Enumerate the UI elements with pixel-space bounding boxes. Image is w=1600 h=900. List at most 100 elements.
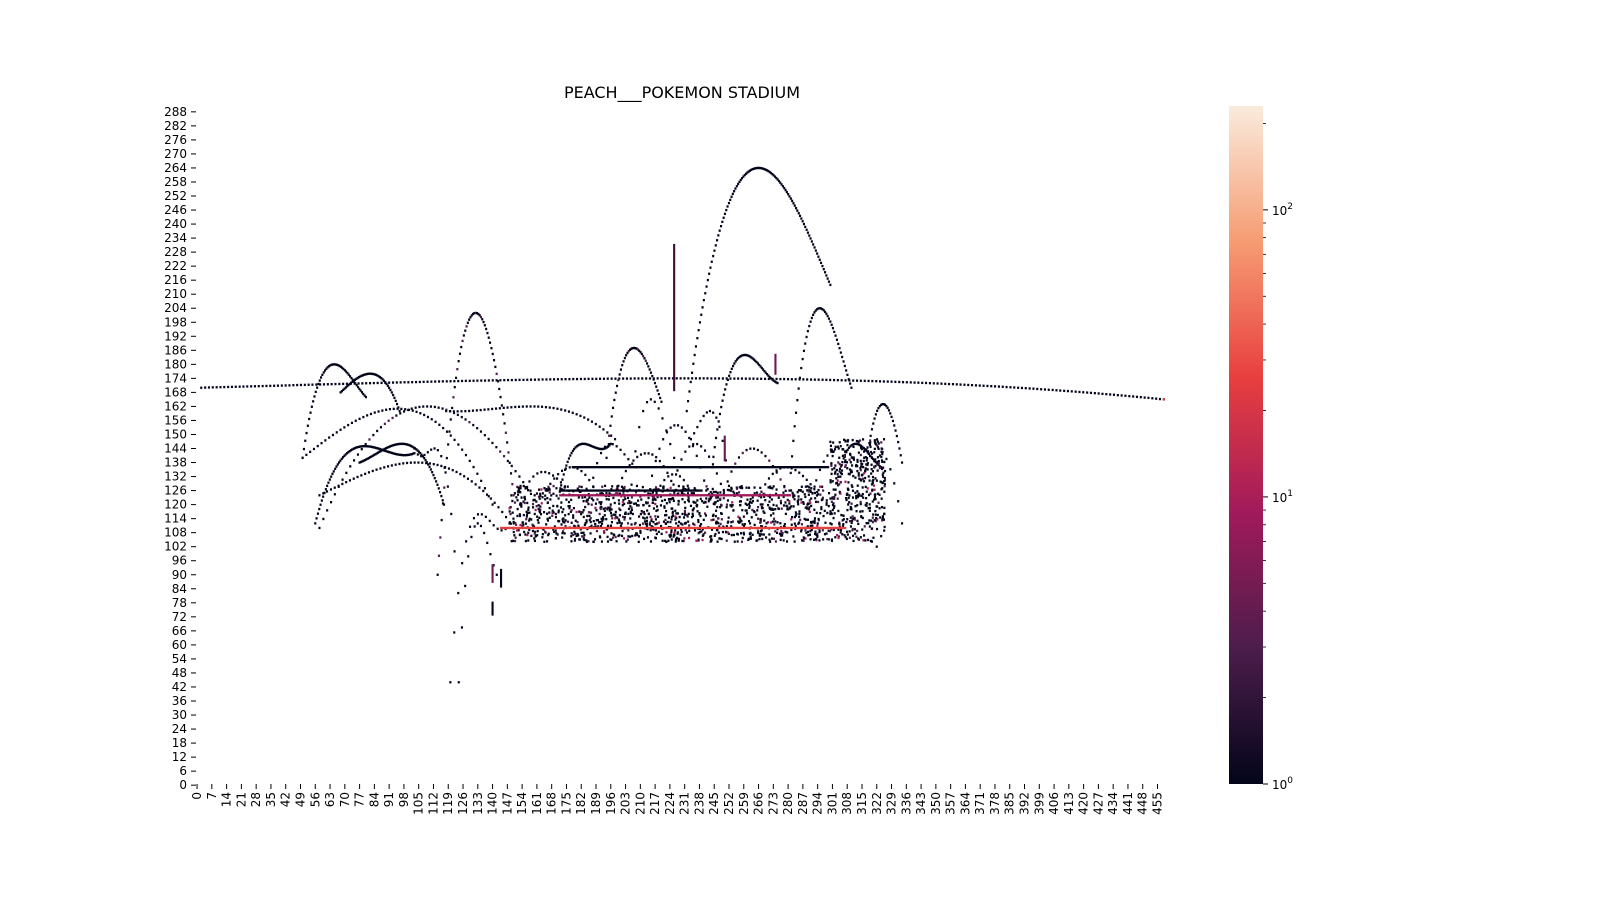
heatmap-cell	[872, 479, 875, 482]
heatmap-cell	[438, 423, 441, 426]
heatmap-cell	[813, 519, 816, 522]
heatmap-cell	[518, 490, 521, 494]
heatmap-cell	[568, 507, 571, 510]
heatmap-cell	[433, 447, 436, 450]
heatmap-cell	[426, 451, 429, 454]
heatmap-cell	[583, 442, 586, 446]
heatmap-cell	[936, 382, 939, 385]
heatmap-cell	[752, 358, 756, 361]
heatmap-cell	[809, 490, 812, 493]
heatmap-cell	[379, 450, 382, 453]
heatmap-cell	[750, 356, 753, 359]
heatmap-cell	[808, 486, 811, 489]
heatmap-cell	[361, 460, 364, 463]
heatmap-cell	[687, 512, 690, 516]
heatmap-cell	[402, 442, 405, 446]
heatmap-cell	[512, 517, 515, 520]
heatmap-cell	[807, 534, 810, 537]
heatmap-cell	[874, 513, 877, 516]
heatmap-cell	[682, 485, 685, 489]
heatmap-cell	[491, 352, 494, 356]
x-tick-label: 301	[825, 792, 839, 815]
heatmap-cell	[793, 425, 796, 428]
heatmap-cell	[944, 382, 947, 386]
heatmap-cell	[498, 387, 501, 391]
heatmap-cell	[818, 539, 821, 542]
heatmap-cell	[706, 505, 709, 508]
heatmap-cell	[638, 523, 642, 527]
heatmap-cell	[880, 481, 883, 484]
heatmap-cell	[598, 425, 601, 428]
y-tick-label: 48	[172, 666, 187, 680]
heatmap-cell	[687, 497, 690, 500]
heatmap-cell	[607, 443, 610, 446]
heatmap-cell	[836, 534, 839, 537]
heatmap-cell	[881, 473, 884, 476]
heatmap-cell	[552, 528, 555, 531]
heatmap-cell	[741, 536, 744, 540]
trajectory-arc	[626, 398, 676, 530]
heatmap-cell	[783, 485, 786, 488]
heatmap-cell	[666, 520, 669, 524]
heatmap-cell	[844, 459, 847, 462]
heatmap-cell	[844, 439, 847, 442]
heatmap-cell	[849, 445, 852, 448]
heatmap-cell	[798, 471, 801, 474]
heatmap-cell	[691, 514, 695, 517]
heatmap-cell	[603, 531, 606, 534]
heatmap-cell	[870, 519, 873, 522]
heatmap-cell	[400, 442, 403, 446]
heatmap-cell	[868, 519, 871, 522]
heatmap-cell	[584, 505, 587, 509]
heatmap-cell	[707, 500, 710, 503]
heatmap-cell	[340, 390, 344, 393]
x-tick-label: 203	[619, 792, 633, 815]
heatmap-cell	[616, 516, 619, 519]
heatmap-cell	[754, 359, 757, 362]
heatmap-cell	[354, 419, 357, 422]
trajectory-arc	[554, 442, 612, 516]
heatmap-cell	[351, 448, 354, 451]
heatmap-cell	[730, 533, 733, 537]
heatmap-cell	[578, 538, 581, 541]
heatmap-cell	[684, 521, 687, 525]
heatmap-cell	[655, 456, 658, 459]
heatmap-cell	[883, 525, 886, 529]
heatmap-cell	[766, 373, 769, 376]
heatmap-cell	[491, 503, 494, 506]
heatmap-cell	[442, 426, 445, 430]
heatmap-cell	[570, 521, 573, 524]
heatmap-cell	[629, 510, 632, 513]
heatmap-cell	[528, 480, 531, 483]
heatmap-cell	[720, 405, 723, 409]
heatmap-cell	[526, 485, 529, 489]
heatmap-cell	[857, 522, 860, 526]
heatmap-cell	[609, 524, 612, 527]
heatmap-cell	[659, 495, 662, 498]
heatmap-cell	[1028, 387, 1031, 390]
heatmap-cell	[365, 382, 368, 385]
heatmap-cell	[495, 407, 498, 410]
heatmap-cell	[360, 448, 363, 451]
heatmap-cell	[898, 447, 901, 450]
heatmap-cell	[238, 385, 241, 388]
heatmap-cell	[821, 529, 824, 532]
heatmap-cell	[552, 474, 555, 477]
heatmap-cell	[1089, 391, 1093, 395]
heatmap-cell	[466, 477, 470, 480]
heatmap-cell	[334, 467, 337, 471]
heatmap-cell	[689, 504, 693, 508]
heatmap-cell	[815, 494, 819, 497]
heatmap-cell	[742, 533, 746, 536]
heatmap-cell	[608, 444, 611, 447]
heatmap-cell	[511, 499, 514, 503]
heatmap-cell	[805, 531, 808, 535]
x-axis: 0 7 14 21 28 35 42 49 56 63 70 77 84 91 98 105 112 119 126…	[190, 784, 1165, 815]
heatmap-cell	[883, 480, 886, 483]
heatmap-cell	[862, 447, 865, 450]
heatmap-cell	[793, 498, 796, 501]
heatmap-cell	[691, 371, 694, 374]
heatmap-cell	[804, 225, 807, 229]
heatmap-cell	[757, 530, 760, 533]
heatmap-cell	[705, 497, 708, 500]
